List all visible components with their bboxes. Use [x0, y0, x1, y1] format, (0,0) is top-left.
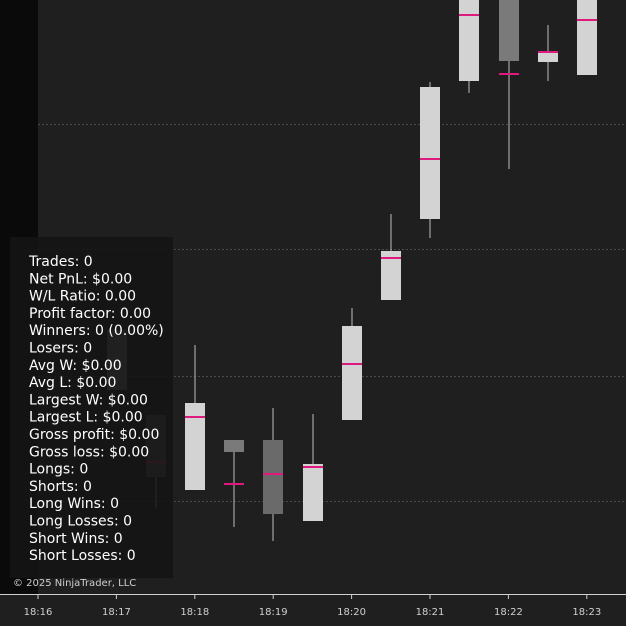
stat-line: Avg L: $0.00 — [29, 375, 116, 391]
candle-body — [185, 403, 205, 490]
stat-line: Largest L: $0.00 — [29, 410, 143, 426]
stat-line: Long Losses: 0 — [29, 514, 132, 530]
candle-body — [224, 440, 244, 452]
candle-body — [420, 87, 440, 219]
stat-line: Short Losses: 0 — [29, 548, 136, 564]
candle-body — [459, 0, 479, 81]
copyright: © 2025 NinjaTrader, LLC — [13, 578, 136, 589]
candle — [459, 0, 479, 93]
stat-line: Net PnL: $0.00 — [29, 271, 132, 287]
time-axis: 18:16 18:17 18:18 18:19 18:20 18:21 18:22 18:23 — [24, 594, 601, 618]
stat-line: Long Wins: 0 — [29, 496, 119, 512]
time-label: 18:23 — [572, 607, 601, 618]
candle — [185, 345, 205, 490]
stat-line: Longs: 0 — [29, 462, 88, 478]
time-label: 18:19 — [259, 607, 288, 618]
candle-body — [381, 251, 401, 300]
stat-line: W/L Ratio: 0.00 — [29, 289, 136, 305]
time-label: 18:18 — [180, 607, 209, 618]
stats-panel — [10, 237, 173, 578]
candle-body — [342, 326, 362, 420]
candle — [538, 25, 558, 81]
stat-line: Largest W: $0.00 — [29, 392, 148, 408]
stat-line: Gross loss: $0.00 — [29, 444, 149, 460]
stat-line: Avg W: $0.00 — [29, 358, 122, 374]
stat-line: Trades: 0 — [28, 254, 93, 270]
candle — [577, 0, 597, 75]
stat-line: Winners: 0 (0.00%) — [29, 323, 164, 339]
candle — [263, 408, 283, 541]
candle — [342, 308, 362, 420]
stat-line: Losers: 0 — [29, 341, 92, 357]
time-label: 18:17 — [102, 607, 131, 618]
candle-body — [303, 464, 323, 521]
candle-body — [263, 440, 283, 514]
candle — [381, 214, 401, 300]
candle-body — [577, 0, 597, 75]
time-label: 18:22 — [494, 607, 523, 618]
stat-line: Gross profit: $0.00 — [29, 427, 159, 443]
stat-line: Short Wins: 0 — [29, 531, 123, 547]
candle — [224, 440, 244, 527]
stat-line: Shorts: 0 — [29, 479, 92, 495]
candle-body — [499, 0, 519, 61]
candle — [420, 82, 440, 238]
candle — [303, 414, 323, 521]
time-axis-area — [0, 594, 626, 626]
candle — [499, 0, 519, 169]
stat-line: Profit factor: 0.00 — [29, 306, 151, 322]
time-label: 18:20 — [337, 607, 366, 618]
time-label: 18:21 — [416, 607, 445, 618]
time-label: 18:16 — [24, 607, 53, 618]
candle-body — [538, 52, 558, 62]
